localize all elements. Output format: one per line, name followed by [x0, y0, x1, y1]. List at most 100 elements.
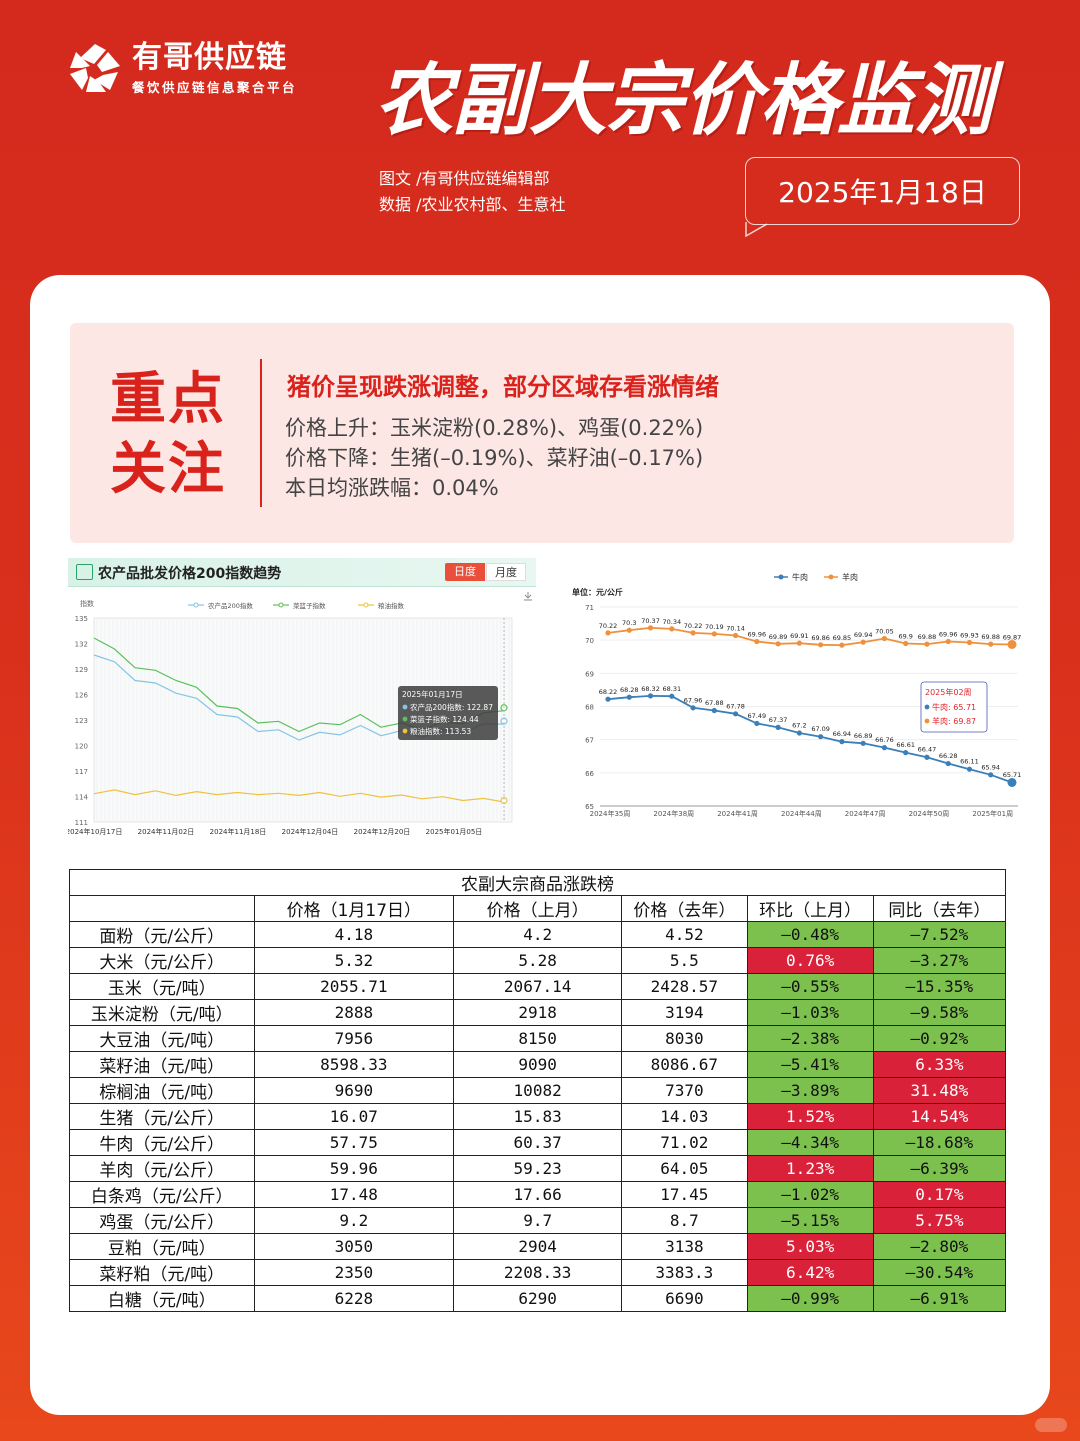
download-icon	[524, 592, 532, 601]
data-point	[966, 766, 973, 772]
data-label: 66.94	[833, 730, 852, 738]
data-label: 67.78	[726, 702, 745, 710]
data-point	[605, 696, 611, 702]
data-label: 69.85	[833, 634, 852, 642]
data-point	[690, 705, 696, 711]
focus-line-down: 价格下降：生猪(–0.19%)、菜籽油(–0.17%)	[285, 446, 704, 470]
table-header-cell: 价格（上月）	[453, 895, 623, 922]
x-tick-label: 2024年12月04日	[282, 827, 339, 836]
table-cell-py: 8086.67	[621, 1051, 748, 1078]
table-header-cell: 价格（1月17日）	[253, 895, 455, 922]
brand-tagline: 餐饮供应链信息聚合平台	[132, 79, 298, 95]
table-row: 白条鸡（元/公斤） 17.48 17.66 17.45 –1.02% 0.17%	[69, 1181, 1007, 1208]
table-cell-p: 8598.33	[253, 1051, 455, 1078]
table-cell-yoy: –6.39%	[872, 1155, 1007, 1182]
table-cell-mom: –5.15%	[746, 1207, 874, 1234]
y-tick-label: 129	[75, 666, 88, 674]
data-point	[818, 642, 824, 648]
table-cell-yoy: –0.92%	[872, 1025, 1007, 1052]
table-cell-mom: –0.48%	[746, 921, 874, 948]
table-cell-mom: –3.89%	[746, 1077, 874, 1104]
table-row: 豆粕（元/吨） 3050 2904 3138 5.03% –2.80%	[69, 1233, 1007, 1260]
data-point	[775, 641, 781, 647]
table-cell-name: 白条鸡（元/公斤）	[69, 1181, 255, 1208]
tab-monthly[interactable]: 月度	[486, 563, 526, 581]
table-cell-mom: 1.52%	[746, 1103, 874, 1130]
table-cell-yoy: –7.52%	[872, 921, 1007, 948]
table-cell-py: 17.45	[621, 1181, 748, 1208]
data-point	[796, 730, 802, 736]
table-cell-p: 2888	[253, 999, 455, 1026]
table-cell-py: 3383.3	[621, 1259, 748, 1286]
tooltip-marker	[924, 704, 930, 710]
table-row: 玉米（元/吨） 2055.71 2067.14 2428.57 –0.55% –15.35…	[69, 973, 1007, 1000]
tooltip-box	[398, 686, 498, 740]
data-point	[690, 630, 696, 636]
table-cell-p: 59.96	[253, 1155, 455, 1182]
y-tick-label: 114	[75, 794, 89, 802]
table-cell-name: 牛肉（元/公斤）	[69, 1129, 255, 1156]
table-cell-name: 大米（元/公斤）	[69, 947, 255, 974]
table-header-row: 价格（1月17日） 价格（上月） 价格（去年） 环比（上月） 同比（去年）	[69, 895, 1007, 922]
chart-icon	[76, 564, 93, 580]
data-label: 70.3	[622, 619, 636, 627]
data-label: 69.88	[981, 633, 1000, 641]
table-cell-yoy: –30.54%	[872, 1259, 1007, 1286]
table-row: 鸡蛋（元/公斤） 9.2 9.7 8.7 –5.15% 5.75%	[69, 1207, 1007, 1234]
tooltip-line: 牛肉: 65.71	[932, 702, 976, 712]
tooltip-line: 粮油指数: 113.53	[410, 726, 471, 736]
data-point	[732, 632, 739, 639]
data-point	[945, 638, 951, 645]
data-label: 66.11	[960, 758, 979, 766]
legend-marker	[778, 574, 784, 580]
data-point	[796, 640, 802, 646]
table-cell-p: 9690	[253, 1077, 455, 1104]
x-tick-label: 2024年38周	[653, 809, 694, 818]
table-cell-mom: –0.55%	[746, 973, 874, 1000]
table-cell-mom: –1.03%	[746, 999, 874, 1026]
y-tick-label: 70	[585, 637, 594, 645]
table-cell-yoy: –6.91%	[872, 1285, 1007, 1312]
table-cell-pm: 2067.14	[453, 973, 623, 1000]
tooltip-box	[920, 681, 988, 733]
data-point	[626, 694, 632, 700]
table-header-cell	[69, 895, 255, 922]
data-label: 69.96	[748, 630, 767, 638]
x-tick-label: 2025年01周	[972, 809, 1013, 818]
table-cell-p: 57.75	[253, 1129, 455, 1156]
data-label: 70.22	[599, 622, 618, 630]
table-cell-yoy: –9.58%	[872, 999, 1007, 1026]
unit-label: 单位：元/公斤	[572, 587, 623, 597]
table-row: 菜籽油（元/吨） 8598.33 9090 8086.67 –5.41% 6.33%	[69, 1051, 1007, 1078]
data-label: 69.91	[790, 632, 809, 640]
index-chart-header: 农产品批发价格200指数趋势 日度 月度	[68, 558, 536, 587]
table-cell-mom: –1.02%	[746, 1181, 874, 1208]
legend-label: 牛肉	[792, 572, 808, 582]
credit-text: 图文 /有哥供应链编辑部	[379, 169, 550, 188]
data-label: 68.31	[662, 685, 681, 693]
x-tick-label: 2024年12月20日	[354, 827, 411, 836]
legend-label: 粮油指数	[378, 601, 405, 610]
table-cell-p: 16.07	[253, 1103, 455, 1130]
table-cell-py: 3138	[621, 1233, 748, 1260]
data-point	[1007, 639, 1017, 649]
table-cell-pm: 2208.33	[453, 1259, 623, 1286]
table-cell-pm: 4.2	[453, 921, 623, 948]
index-chart-panel: 农产品批发价格200指数趋势 日度 月度 指数 111 114 117 120 123 12…	[68, 558, 538, 840]
table-row: 羊肉（元/公斤） 59.96 59.23 64.05 1.23% –6.39%	[69, 1155, 1007, 1182]
table-cell-pm: 17.66	[453, 1181, 623, 1208]
table-cell-mom: –0.99%	[746, 1285, 874, 1312]
table-cell-pm: 2918	[453, 999, 623, 1026]
y-tick-label: 117	[75, 768, 88, 776]
tab-daily[interactable]: 日度	[445, 563, 485, 581]
data-point	[775, 724, 781, 730]
table-cell-name: 菜籽油（元/吨）	[69, 1051, 255, 1078]
credits: 图文 /有哥供应链编辑部 数据 /农业农村部、生意社	[379, 166, 565, 218]
focus-line-avg: 本日均涨跌幅：0.04%	[285, 476, 499, 500]
table-row: 生猪（元/公斤） 16.07 15.83 14.03 1.52% 14.54%	[69, 1103, 1007, 1130]
y-tick-label: 111	[75, 819, 88, 827]
table-cell-mom: 1.23%	[746, 1155, 874, 1182]
table-cell-yoy: 5.75%	[872, 1207, 1007, 1234]
table-cell-p: 7956	[253, 1025, 455, 1052]
y-tick-label: 135	[75, 615, 88, 623]
